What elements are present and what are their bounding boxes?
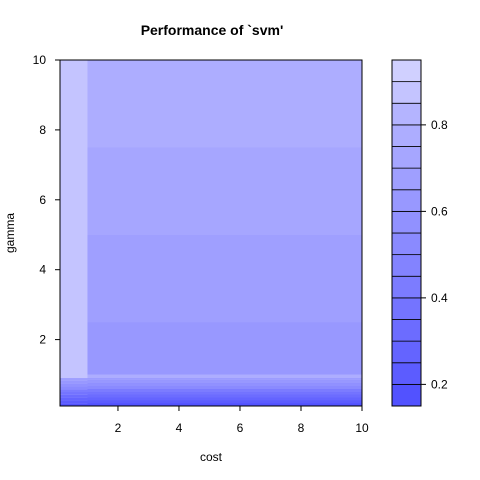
chart-title: Performance of `svm' bbox=[141, 22, 284, 38]
legend-swatch-13 bbox=[391, 102, 422, 126]
legend-swatch-1 bbox=[391, 362, 422, 385]
heat-strip-6 bbox=[60, 386, 362, 390]
heat-strip-7 bbox=[60, 383, 362, 387]
heat-region-1 bbox=[87, 322, 363, 375]
legend-swatch-15 bbox=[391, 59, 422, 83]
legend-tick-label: 0.6 bbox=[431, 204, 448, 218]
y-tick-label: 2 bbox=[39, 333, 46, 347]
legend-tick-label: 0.8 bbox=[431, 118, 448, 132]
heatmap-area bbox=[60, 60, 363, 406]
legend-swatch-3 bbox=[391, 319, 422, 342]
y-axis: 2 4 6 8 10 bbox=[33, 53, 60, 347]
legend-tick-label: 0.2 bbox=[431, 377, 448, 391]
heat-region-2 bbox=[87, 234, 363, 323]
x-tick-label: 2 bbox=[115, 421, 122, 435]
y-tick-label: 8 bbox=[39, 123, 46, 137]
x-tick-label: 10 bbox=[355, 421, 369, 435]
heat-strip-0 bbox=[60, 403, 362, 406]
heat-region-4 bbox=[87, 70, 363, 148]
legend-tick-label: 0.4 bbox=[431, 291, 448, 305]
y-tick-label: 4 bbox=[39, 263, 46, 277]
legend-frame bbox=[391, 59, 422, 407]
legend-swatch-8 bbox=[391, 210, 422, 234]
heat-strip-9 bbox=[60, 378, 362, 381]
legend-swatch-10 bbox=[391, 167, 422, 191]
heat-strip-1 bbox=[60, 400, 362, 404]
legend-swatch-12 bbox=[391, 124, 422, 147]
legend-swatch-11 bbox=[391, 146, 422, 169]
y-axis-label: gamma bbox=[3, 213, 17, 253]
x-axis-label: cost bbox=[200, 450, 223, 464]
legend-swatch-0 bbox=[391, 383, 422, 407]
heat-region-5 bbox=[60, 60, 88, 406]
heat-strip-3 bbox=[60, 394, 362, 398]
heat-strip-2 bbox=[60, 397, 362, 401]
y-tick-label: 10 bbox=[33, 53, 47, 67]
legend-swatch-2 bbox=[391, 340, 422, 364]
x-axis: 2 4 6 8 10 bbox=[115, 406, 369, 435]
legend-swatch-14 bbox=[391, 81, 422, 104]
legend-swatch-7 bbox=[391, 232, 422, 256]
x-tick-label: 4 bbox=[176, 421, 183, 435]
legend-swatch-5 bbox=[391, 275, 422, 299]
legend-swatch-6 bbox=[391, 254, 422, 277]
legend-swatch-9 bbox=[391, 189, 422, 212]
heat-strip-8 bbox=[60, 380, 362, 384]
heat-strip-5 bbox=[60, 389, 362, 393]
heat-strip-4 bbox=[60, 392, 362, 395]
color-legend: 0.2 0.4 0.6 0.8 bbox=[391, 59, 448, 407]
plot-frame bbox=[59, 59, 363, 407]
legend-swatch-4 bbox=[391, 297, 422, 320]
y-tick-label: 6 bbox=[39, 193, 46, 207]
x-tick-label: 6 bbox=[237, 421, 244, 435]
x-tick-label: 8 bbox=[298, 421, 305, 435]
heat-region-3 bbox=[87, 147, 363, 235]
